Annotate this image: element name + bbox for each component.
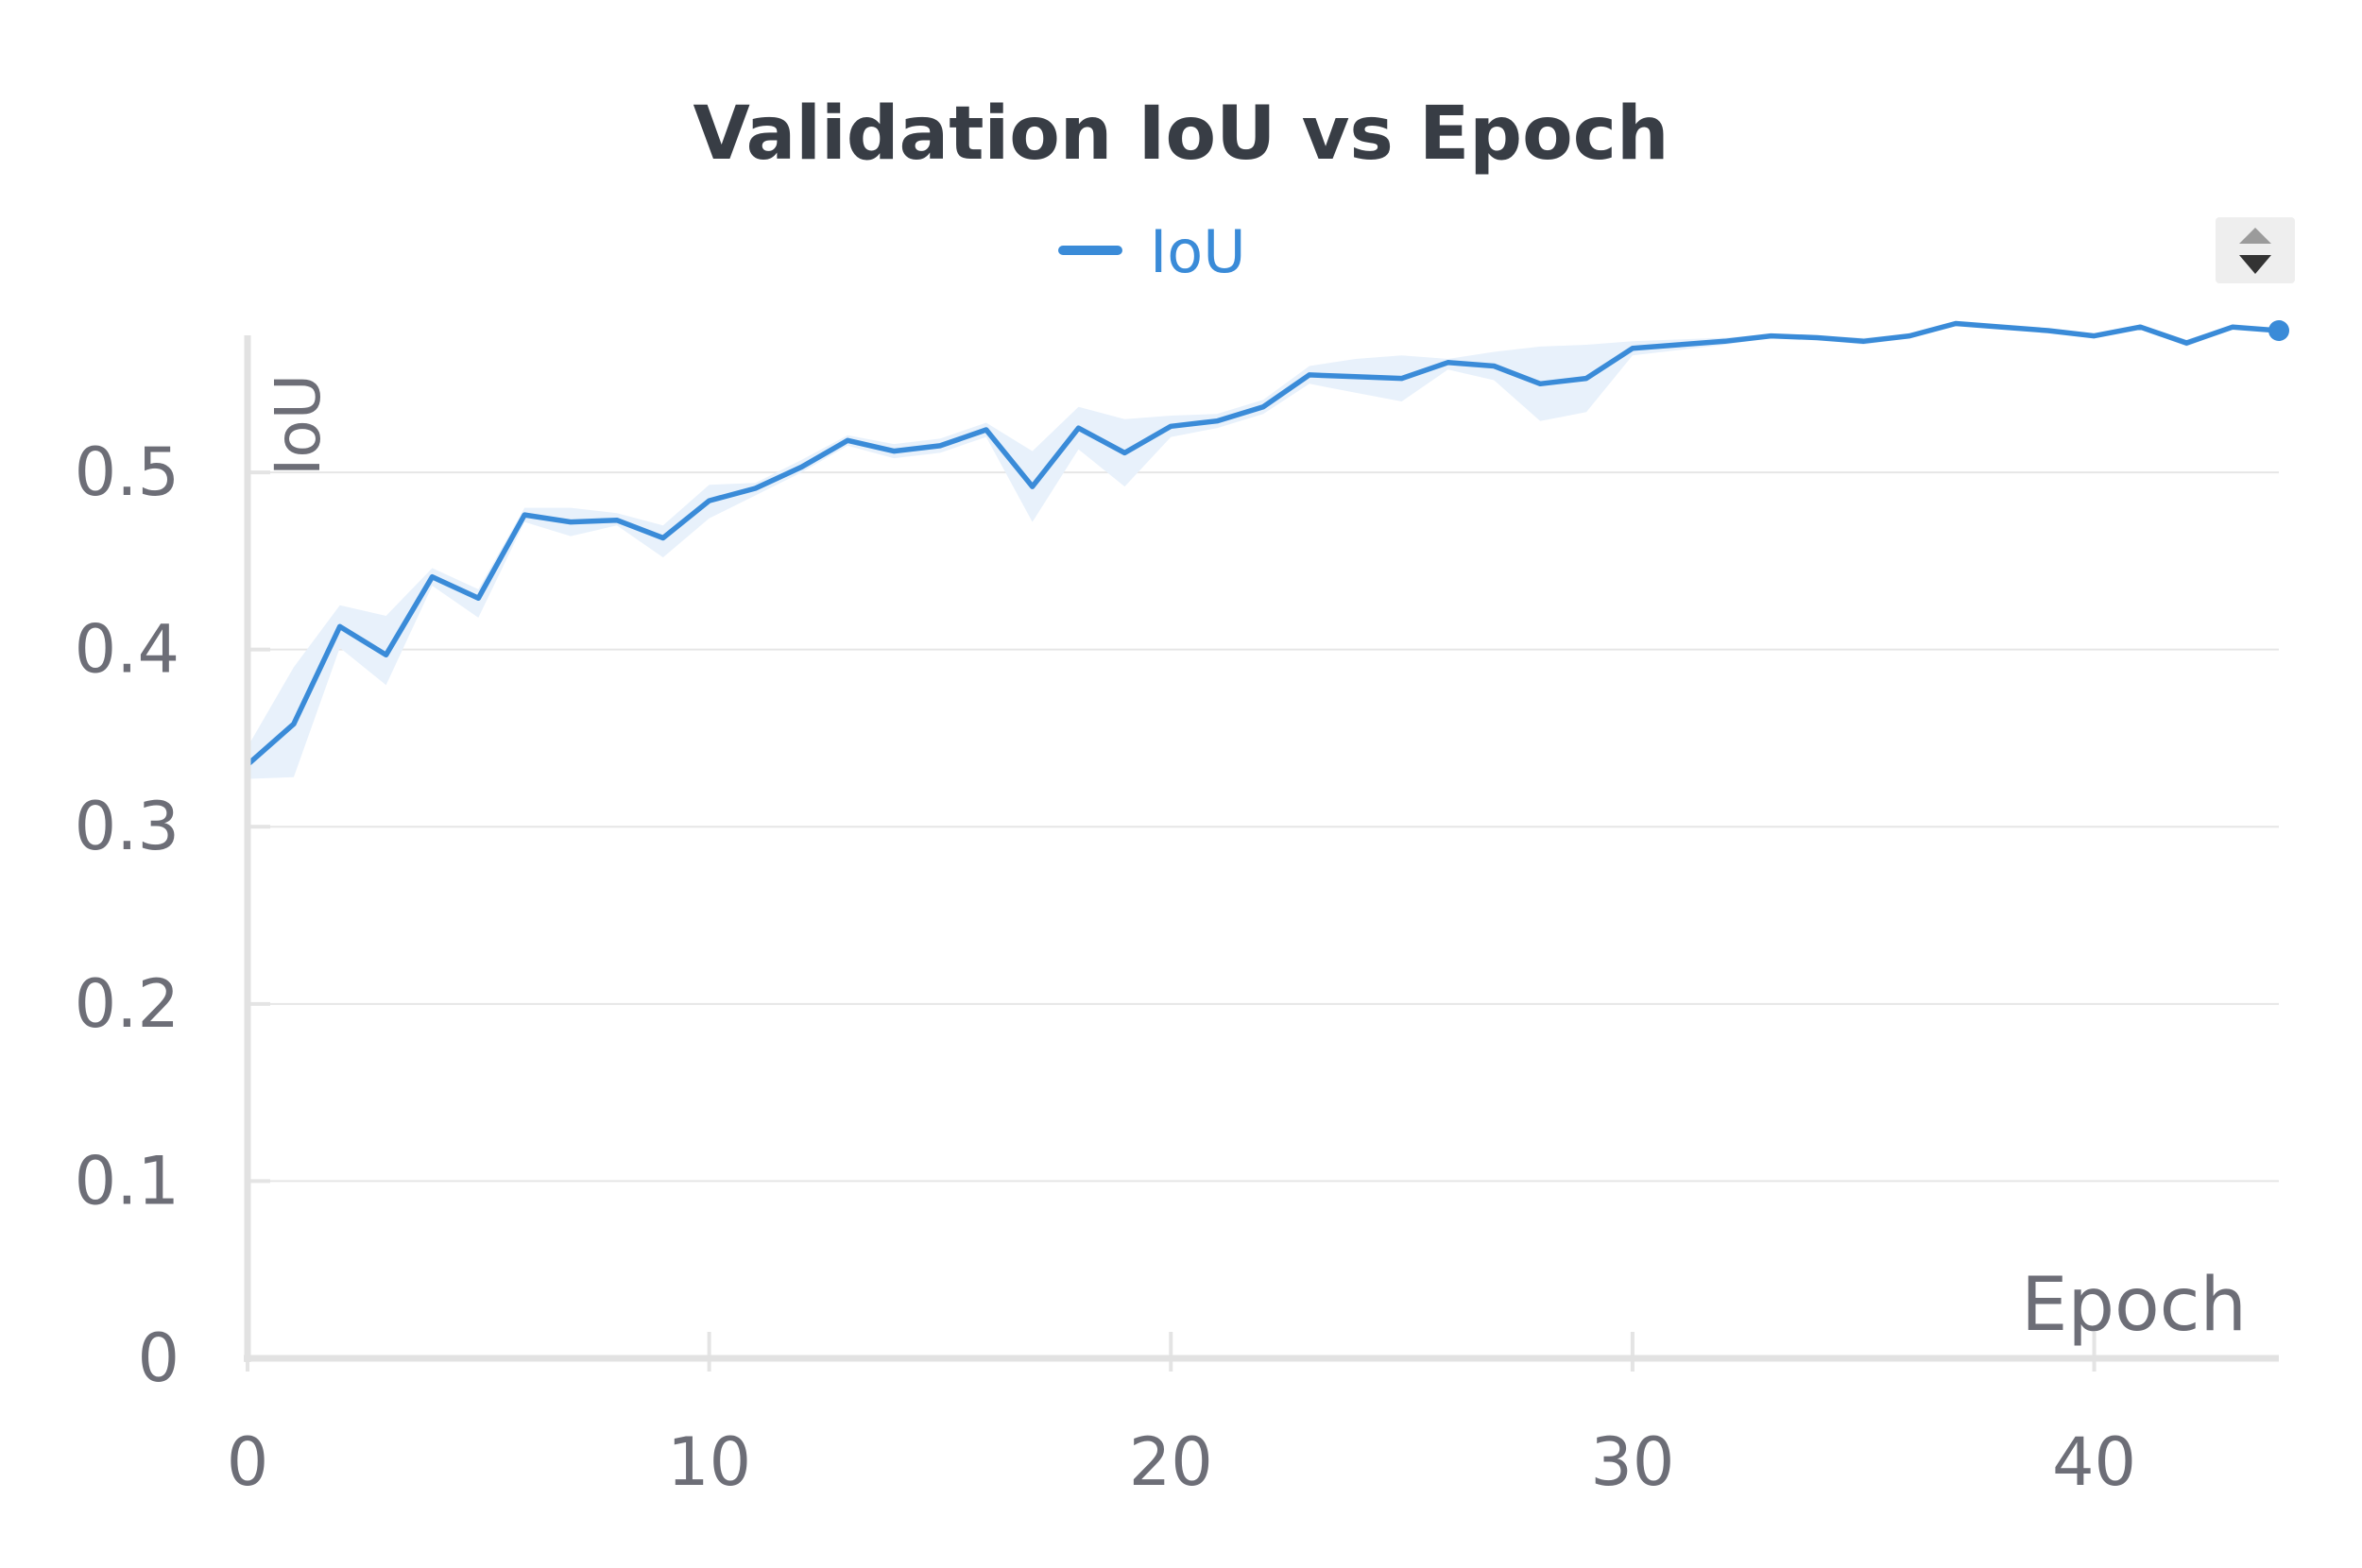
iou-data-point[interactable] (1076, 425, 1082, 431)
iou-data-point[interactable] (1353, 374, 1359, 380)
iou-data-point[interactable] (1907, 333, 1912, 339)
y-axis-label: IoU (262, 374, 334, 476)
x-tick-label: 40 (2052, 1423, 2136, 1501)
x-axis-label: Epoch (2021, 1263, 2247, 1348)
iou-data-point[interactable] (1769, 333, 1774, 339)
iou-data-point[interactable] (1307, 372, 1312, 378)
iou-data-point[interactable] (429, 574, 435, 580)
legend-scroll-control[interactable] (2216, 217, 2295, 283)
series-line-layer (245, 320, 2289, 768)
y-tick-label: 0.1 (75, 1142, 180, 1219)
iou-data-point[interactable] (2092, 333, 2097, 339)
y-tick-label: 0 (137, 1320, 180, 1397)
tick-labels: 0 0.1 0.2 0.3 0.4 0.5 0 10 20 30 40 (75, 434, 2136, 1501)
iou-data-point[interactable] (1214, 418, 1220, 424)
iou-data-point[interactable] (707, 498, 712, 503)
iou-data-point[interactable] (337, 623, 343, 629)
iou-data-point[interactable] (1953, 320, 1959, 326)
iou-data-point[interactable] (1583, 376, 1589, 382)
iou-data-point[interactable] (522, 512, 527, 518)
iou-data-point[interactable] (2045, 328, 2051, 333)
iou-data-point[interactable] (1860, 338, 1866, 344)
iou-data-point[interactable] (1814, 335, 1820, 341)
x-tick-label: 0 (227, 1423, 269, 1501)
iou-data-point[interactable] (1399, 376, 1405, 382)
iou-data-point[interactable] (1260, 404, 1266, 410)
iou-data-point[interactable] (568, 520, 573, 525)
iou-data-point[interactable] (384, 652, 389, 657)
iou-data-point[interactable] (1491, 364, 1497, 369)
y-tick-label: 0.4 (75, 611, 180, 689)
iou-data-point[interactable] (475, 595, 481, 601)
iou-data-point[interactable] (2183, 340, 2189, 346)
iou-data-point[interactable] (798, 464, 804, 469)
iou-data-point[interactable] (1537, 381, 1543, 386)
iou-data-point[interactable] (291, 721, 297, 726)
x-tick-label: 10 (667, 1423, 751, 1501)
iou-data-point[interactable] (2230, 324, 2235, 330)
iou-data-point[interactable] (845, 437, 850, 443)
iou-data-point[interactable] (937, 443, 943, 449)
axes (244, 335, 2279, 1372)
iou-confidence-band (248, 321, 2279, 779)
iou-data-point[interactable] (753, 486, 759, 491)
iou-data-point[interactable] (1121, 450, 1127, 455)
y-tick-label: 0.2 (75, 965, 180, 1043)
iou-data-point[interactable] (660, 535, 666, 540)
x-tick-label: 20 (1129, 1423, 1213, 1501)
iou-data-point[interactable] (1999, 324, 2005, 330)
iou-data-point[interactable] (1168, 423, 1173, 429)
grid-lines (248, 471, 2279, 1183)
chart-title: Validation IoU vs Epoch (693, 92, 1669, 177)
confidence-band-layer (248, 321, 2279, 779)
iou-data-point[interactable] (1676, 342, 1682, 348)
iou-last-point-marker[interactable] (2268, 320, 2289, 341)
iou-data-point[interactable] (1630, 346, 1635, 351)
iou-data-point[interactable] (1445, 360, 1450, 366)
iou-data-point[interactable] (1722, 338, 1728, 344)
y-tick-label: 0.3 (75, 788, 180, 865)
iou-data-point[interactable] (614, 518, 620, 523)
iou-data-point[interactable] (2137, 324, 2143, 330)
legend[interactable]: IoU (1058, 217, 1246, 286)
iou-series-line (245, 320, 2282, 768)
iou-data-point[interactable] (1030, 484, 1036, 489)
x-tick-label: 30 (1590, 1423, 1674, 1501)
y-tick-label: 0.5 (75, 434, 180, 511)
legend-label-iou: IoU (1150, 217, 1246, 286)
legend-scroll-background (2216, 217, 2295, 283)
triangle-down-icon[interactable] (2239, 255, 2271, 274)
iou-data-point[interactable] (984, 427, 989, 433)
triangle-up-icon[interactable] (2239, 228, 2271, 244)
iou-data-point[interactable] (891, 449, 897, 454)
